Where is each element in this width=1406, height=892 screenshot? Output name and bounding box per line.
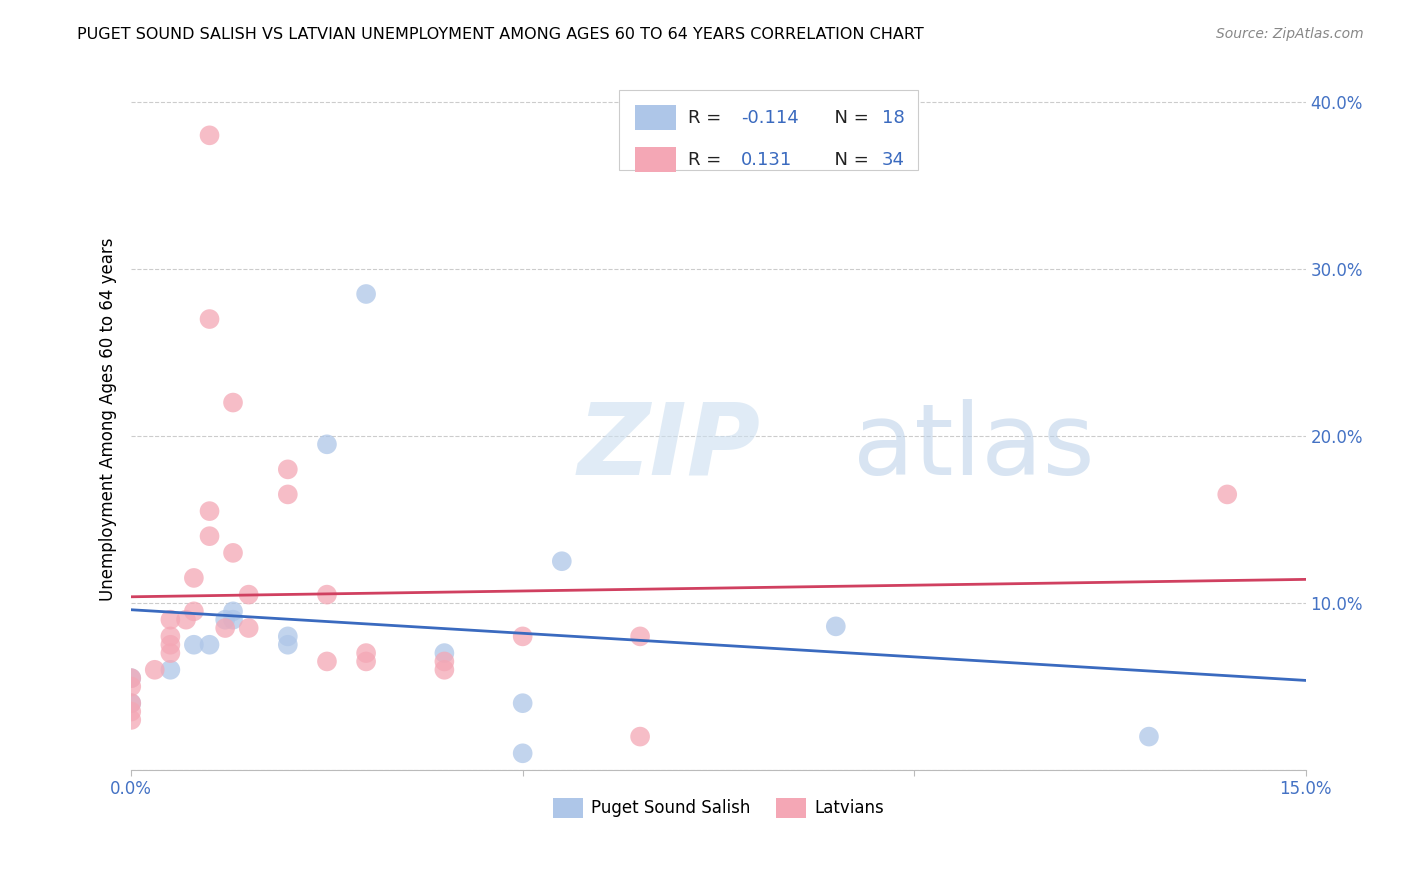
- Point: [120, 680, 142, 694]
- Point: [222, 546, 245, 560]
- Point: [159, 663, 181, 677]
- Point: [198, 638, 221, 652]
- Point: [198, 312, 221, 326]
- Text: -0.114: -0.114: [741, 109, 799, 127]
- Point: [159, 629, 181, 643]
- Text: Source: ZipAtlas.com: Source: ZipAtlas.com: [1216, 27, 1364, 41]
- Point: [433, 646, 456, 660]
- Text: 0.131: 0.131: [741, 151, 792, 169]
- Text: PUGET SOUND SALISH VS LATVIAN UNEMPLOYMENT AMONG AGES 60 TO 64 YEARS CORRELATION: PUGET SOUND SALISH VS LATVIAN UNEMPLOYME…: [77, 27, 924, 42]
- Point: [354, 646, 377, 660]
- FancyBboxPatch shape: [619, 89, 918, 170]
- Point: [512, 696, 534, 710]
- Point: [174, 613, 197, 627]
- FancyBboxPatch shape: [636, 105, 676, 130]
- Point: [214, 621, 236, 635]
- FancyBboxPatch shape: [636, 147, 676, 172]
- Point: [628, 730, 651, 744]
- Point: [120, 671, 142, 685]
- Text: ZIP: ZIP: [578, 399, 761, 496]
- Point: [354, 655, 377, 669]
- Point: [433, 655, 456, 669]
- Point: [120, 696, 142, 710]
- Point: [222, 395, 245, 409]
- Point: [316, 437, 339, 451]
- Point: [120, 671, 142, 685]
- Point: [512, 747, 534, 761]
- Point: [198, 504, 221, 518]
- Point: [316, 588, 339, 602]
- Point: [198, 128, 221, 143]
- Point: [433, 663, 456, 677]
- Point: [512, 629, 534, 643]
- Point: [120, 705, 142, 719]
- Point: [183, 604, 205, 618]
- Point: [183, 638, 205, 652]
- Point: [222, 604, 245, 618]
- Point: [120, 696, 142, 710]
- Point: [238, 588, 260, 602]
- Point: [159, 613, 181, 627]
- Legend: Puget Sound Salish, Latvians: Puget Sound Salish, Latvians: [547, 791, 890, 825]
- Point: [143, 663, 166, 677]
- Text: atlas: atlas: [853, 399, 1095, 496]
- Point: [354, 287, 377, 301]
- Point: [1137, 730, 1160, 744]
- Text: R =: R =: [688, 151, 733, 169]
- Text: N =: N =: [823, 151, 875, 169]
- Point: [222, 613, 245, 627]
- Point: [159, 646, 181, 660]
- Y-axis label: Unemployment Among Ages 60 to 64 years: Unemployment Among Ages 60 to 64 years: [100, 237, 117, 601]
- Point: [628, 629, 651, 643]
- Point: [1216, 487, 1239, 501]
- Point: [120, 713, 142, 727]
- Text: 34: 34: [882, 151, 904, 169]
- Point: [551, 554, 574, 568]
- Point: [277, 629, 299, 643]
- Point: [214, 613, 236, 627]
- Point: [159, 638, 181, 652]
- Point: [183, 571, 205, 585]
- Point: [238, 621, 260, 635]
- Point: [316, 655, 339, 669]
- Point: [277, 487, 299, 501]
- Text: N =: N =: [823, 109, 875, 127]
- Point: [198, 529, 221, 543]
- Point: [824, 619, 846, 633]
- Text: 18: 18: [882, 109, 904, 127]
- Point: [277, 638, 299, 652]
- Point: [277, 462, 299, 476]
- Text: R =: R =: [688, 109, 727, 127]
